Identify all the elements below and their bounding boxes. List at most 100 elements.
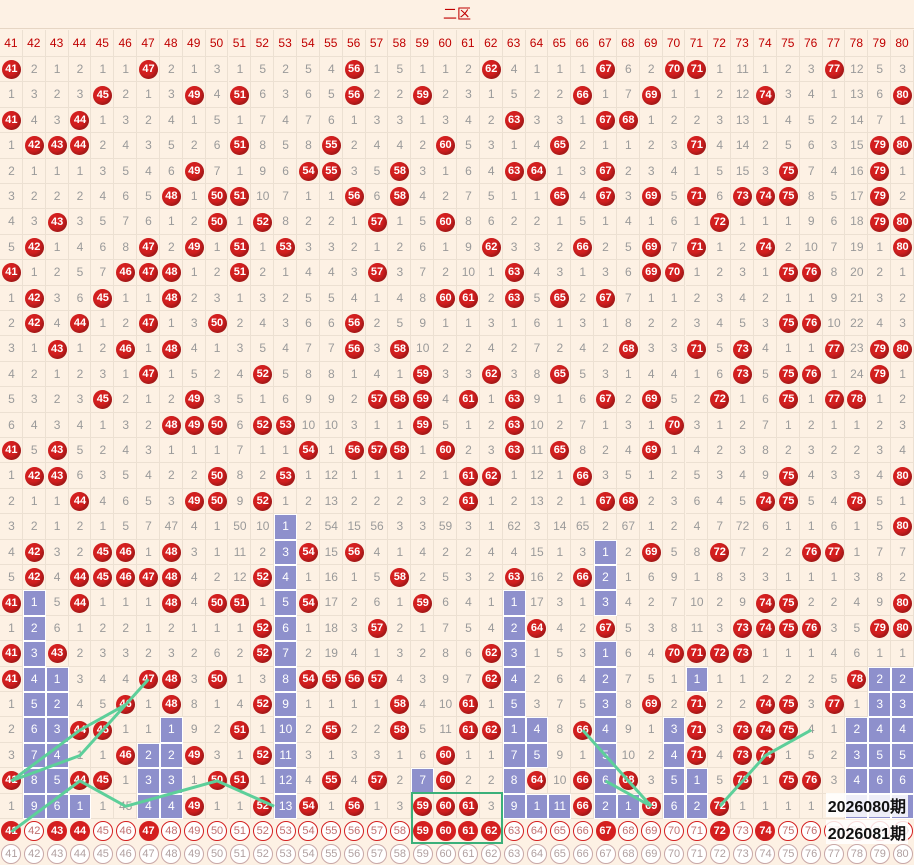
hit-ball-47: 47 <box>139 60 159 80</box>
grid-cell <box>754 260 777 286</box>
omission-value: 45 <box>118 798 133 813</box>
omission-value: 2 <box>145 646 152 661</box>
hit-ball-63: 63 <box>504 390 524 410</box>
omission-value: 4 <box>533 722 541 737</box>
grid-cell <box>68 107 92 134</box>
hit-ball-72: 72 <box>710 796 730 816</box>
omission-value: 7 <box>556 697 564 711</box>
omission-value: 3 <box>190 671 198 686</box>
omission-value: 1 <box>145 595 152 610</box>
grid-cell <box>274 285 298 311</box>
omission-value: 1 <box>168 366 175 381</box>
omission-value: 1 <box>213 697 221 711</box>
omission-value: 5 <box>693 468 701 483</box>
hit-ball-70: 70 <box>664 415 684 435</box>
grid-cell <box>274 184 298 210</box>
hit-ball-79: 79 <box>870 161 890 181</box>
grid-cell <box>182 234 206 261</box>
grid-cell <box>297 209 320 235</box>
omission-value: 5 <box>579 697 587 711</box>
omission-value: 3 <box>602 265 609 280</box>
omission-value: 1 <box>76 620 84 635</box>
omission-value: 1 <box>876 239 884 254</box>
omission-value: 6 <box>670 798 678 813</box>
omission-value: 1 <box>602 544 609 559</box>
omission-value: 1 <box>830 366 838 381</box>
omission-value: 5 <box>373 163 381 178</box>
omission-value: 3 <box>579 163 587 178</box>
hit-ball-44: 44 <box>70 720 90 740</box>
omission-value: 3 <box>830 138 838 153</box>
hit-ball-67: 67 <box>596 492 616 511</box>
grid-cell <box>137 209 160 235</box>
hit-ball-57: 57 <box>367 212 387 232</box>
omission-value: 1 <box>327 189 335 203</box>
hit-ball-55: 55 <box>321 720 341 740</box>
omission-value: 3 <box>282 87 289 102</box>
omission-value: 6 <box>53 798 61 813</box>
omission-value: 21 <box>850 290 864 305</box>
grid-cell <box>457 184 480 210</box>
hit-ball-62: 62 <box>481 365 501 384</box>
omission-value: 4 <box>373 366 381 381</box>
omission-value: 3 <box>693 316 701 330</box>
grid-cell <box>662 260 686 286</box>
omission-value: 5 <box>30 697 38 711</box>
grid-cell <box>205 107 229 134</box>
omission-value: 3 <box>168 493 175 508</box>
grid-cell <box>0 57 23 83</box>
omission-value: 2 <box>487 112 495 127</box>
omission-value: 8 <box>510 773 518 788</box>
hit-ball-79: 79 <box>870 212 890 232</box>
omission-value: 8 <box>670 620 678 635</box>
grid-cell <box>159 107 183 134</box>
omission-value: 8 <box>305 138 312 153</box>
hit-ball-41: 41 <box>1 60 21 80</box>
omission-value: 9 <box>236 493 244 508</box>
omission-value: 3 <box>213 747 221 762</box>
omission-value: 1 <box>213 519 221 534</box>
omission-value: 1 <box>716 62 724 76</box>
grid-cell <box>822 133 846 159</box>
omission-value: 6 <box>99 239 107 254</box>
hit-ball-66: 66 <box>573 85 593 105</box>
hit-ball-75: 75 <box>778 187 798 207</box>
omission-value: 1 <box>236 290 244 305</box>
grid-cell <box>411 234 435 261</box>
grid-cell <box>342 107 366 134</box>
grid-cell <box>22 234 46 261</box>
hit-ball-56: 56 <box>344 796 364 816</box>
omission-value: 1 <box>419 112 427 127</box>
hit-ball-67: 67 <box>596 288 616 308</box>
omission-value: 3 <box>99 646 107 661</box>
omission-value: 1 <box>853 417 861 432</box>
grid-cell <box>434 285 457 311</box>
omission-value: 1 <box>716 239 724 254</box>
grid-cell <box>731 260 755 286</box>
omission-value: 2 <box>556 87 564 102</box>
omission-value: 2 <box>533 87 541 102</box>
omission-value: 9 <box>533 392 541 407</box>
grid-cell <box>776 82 800 108</box>
omission-value: 2 <box>647 747 655 762</box>
omission-value: 3 <box>282 544 289 559</box>
grid-cell <box>45 82 69 108</box>
highlight-box <box>411 791 503 845</box>
omission-value: 2 <box>282 290 289 305</box>
column-header-44: 44 <box>68 30 92 57</box>
omission-value: 4 <box>442 392 449 407</box>
hit-ball-52: 52 <box>253 212 273 232</box>
omission-value: 1 <box>830 570 838 584</box>
omission-value: 2 <box>465 62 472 76</box>
hit-ball-46: 46 <box>116 339 136 359</box>
omission-value: 3 <box>213 290 221 305</box>
grid-cell <box>891 260 914 286</box>
grid-cell <box>319 57 343 83</box>
omission-value: 2 <box>396 493 404 508</box>
zone-title: 二区 <box>0 0 914 29</box>
omission-value: 4 <box>419 544 427 559</box>
omission-value: 72 <box>735 519 750 534</box>
hit-ball-62: 62 <box>481 60 501 80</box>
omission-value: 3 <box>53 290 61 305</box>
omission-value: 2 <box>30 189 38 203</box>
